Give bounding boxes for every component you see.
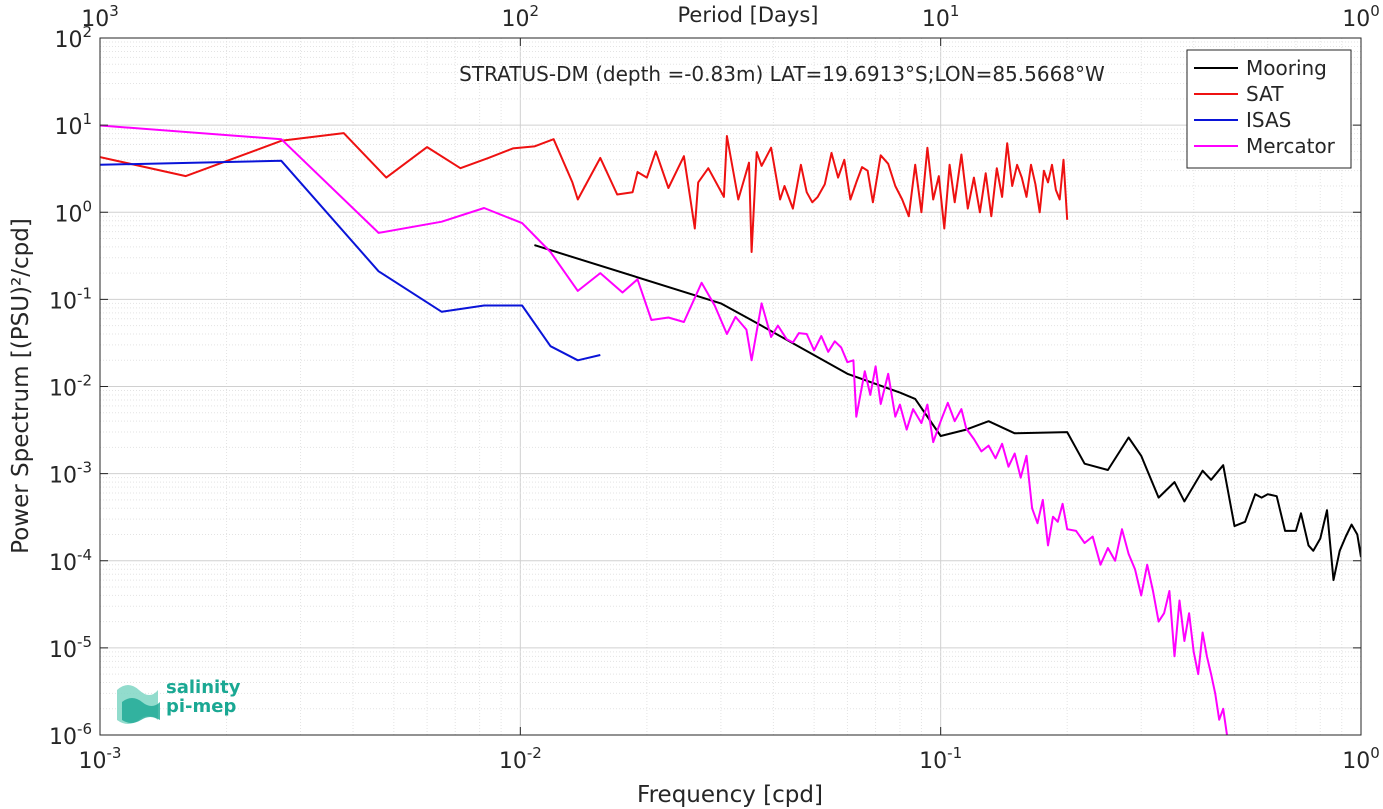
legend-label-mooring: Mooring (1246, 56, 1327, 80)
legend-label-isas: ISAS (1246, 108, 1291, 132)
x-tick-label: 10-1 (919, 744, 962, 774)
logo-waves-icon-front (122, 698, 160, 723)
y-axis-label: Power Spectrum [(PSU)²/cpd] (8, 218, 34, 554)
top-tick-label: 100 (1342, 2, 1380, 32)
logo-text-salinity: salinity (166, 677, 241, 698)
series-line-sat (100, 132, 1069, 253)
logo-text-pi-mep: pi-mep (166, 696, 236, 717)
x-tick-label: 100 (1342, 744, 1380, 774)
y-tick-label: 10-2 (49, 372, 92, 402)
x-tick-label: 10-3 (79, 744, 122, 774)
y-tick-label: 10-6 (49, 720, 92, 750)
series-line-mercator (100, 124, 1228, 735)
y-tick-label: 101 (54, 110, 92, 140)
chart-title: STRATUS-DM (depth =-0.83m) LAT=19.6913°S… (459, 62, 1105, 86)
y-tick-label: 10-1 (49, 284, 92, 314)
series-line-mooring (534, 244, 1361, 582)
y-tick-label: 10-4 (49, 546, 92, 576)
top-axis-label: Period [Days] (678, 3, 819, 27)
legend-box (1186, 49, 1352, 169)
top-tick-label: 102 (502, 2, 540, 32)
series-line-isas (100, 159, 601, 362)
y-tick-label: 10-3 (49, 459, 92, 489)
y-tick-label: 10-5 (49, 633, 92, 663)
legend-label-mercator: Mercator (1246, 134, 1336, 158)
y-tick-label: 102 (54, 23, 92, 53)
x-tick-label: 10-2 (499, 744, 542, 774)
x-axis-label: Frequency [cpd] (637, 782, 823, 808)
legend-label-sat: SAT (1246, 82, 1284, 106)
salinity-pi-mep-logo: salinity pi-mep (117, 677, 241, 724)
y-tick-label: 100 (54, 197, 92, 227)
top-tick-label: 101 (922, 2, 960, 32)
top-tick-label: 103 (81, 2, 119, 32)
series-lines (100, 124, 1361, 735)
